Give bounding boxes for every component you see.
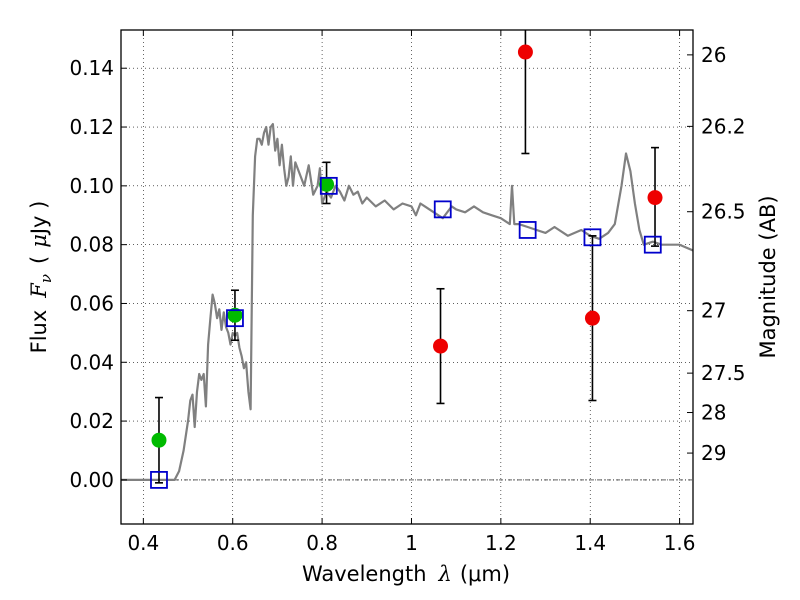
mag-tick-label: 29 [701, 441, 726, 465]
y-tick-label: 0.08 [69, 233, 114, 257]
y-axis-label: Flux Fν ( μJy ) [27, 201, 55, 354]
model-photometry-square [583, 228, 602, 247]
y-tick-label: 0.14 [69, 56, 114, 80]
y-tick-label: 0.04 [69, 350, 114, 374]
model-photometry-square [319, 176, 338, 195]
detection-point [151, 432, 167, 448]
plot-area [121, 30, 693, 489]
model-photometry-square [226, 309, 244, 328]
model-spectrum-line [121, 122, 693, 481]
y-axis-label-unit-close: Jy ) [27, 201, 51, 237]
y-axis-label-text: Flux [27, 310, 51, 354]
y-tick-label: 0.10 [69, 174, 114, 198]
mag-tick-label: 27 [701, 299, 726, 323]
plot-frame [120, 29, 694, 525]
mag-tick-label: 28 [701, 401, 726, 425]
y-tick-label: 0.12 [69, 115, 114, 139]
non-detection-point [584, 310, 600, 326]
y-tick-label: 0.02 [69, 409, 114, 433]
non-detection-point [517, 44, 533, 60]
non-detection-point [433, 338, 449, 354]
y-axis-label-unit-open: ( [27, 256, 51, 264]
y-axis-label-symbol: F [27, 282, 51, 299]
y-axis-label-unit-mu: μ [27, 234, 51, 248]
x-axis-label-unit: (μm) [460, 562, 510, 586]
mag-tick-label: 26.2 [701, 114, 746, 138]
x-tick-label: 0.4 [127, 531, 159, 555]
detection-point [227, 307, 243, 323]
model-photometry-square [518, 221, 537, 239]
model-photometry-square [433, 200, 452, 219]
x-tick-label: 1 [405, 531, 418, 555]
y-tick-label: 0.00 [69, 468, 114, 492]
grid-lines [121, 30, 693, 524]
mag-tick-label: 26.5 [701, 200, 746, 224]
secondary-y-axis-label: Magnitude (AB) [756, 195, 780, 358]
x-axis-label: Wavelength λ (μm) [302, 562, 510, 586]
x-tick-label: 1.2 [485, 531, 517, 555]
x-tick-label: 0.8 [306, 531, 338, 555]
clipped-series [121, 30, 693, 489]
axis-ticks: 0.4 0.6 0.8 1 1.2 1.4 1.6 0.00 0.02 0.04 0.06 0.08 0… [69, 30, 746, 555]
model-photometry-square [643, 235, 662, 254]
x-tick-label: 1.4 [574, 531, 606, 555]
x-axis-label-text: Wavelength [302, 562, 427, 586]
x-axis-label-symbol: λ [438, 562, 452, 586]
x-tick-label: 1.6 [664, 531, 696, 555]
non-detection-point [647, 190, 663, 206]
model-photometry-square [150, 470, 168, 489]
x-tick-label: 0.6 [217, 531, 249, 555]
mag-tick-label: 26 [701, 43, 726, 67]
detection-point [319, 176, 335, 192]
mag-tick-label: 27.5 [701, 361, 746, 385]
y-axis-label-subscript: ν [37, 274, 55, 283]
y-tick-label: 0.06 [69, 291, 114, 315]
